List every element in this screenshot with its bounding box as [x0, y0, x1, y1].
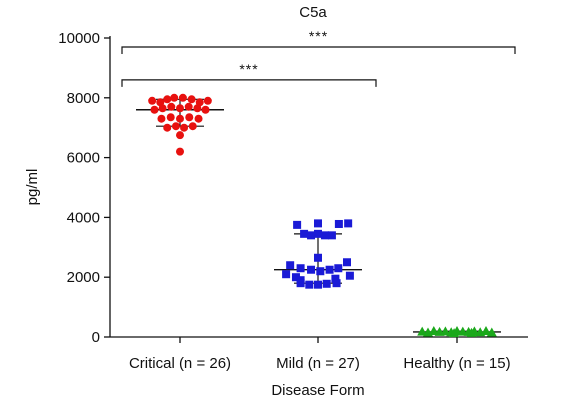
mild-point: [314, 253, 322, 262]
critical-point: [187, 95, 196, 104]
significance-label: ***: [309, 28, 328, 44]
critical-point: [203, 96, 212, 105]
critical-point: [158, 104, 167, 113]
mild-point: [331, 274, 340, 283]
mild-point: [334, 264, 343, 273]
mild-point: [314, 219, 322, 228]
critical-point: [194, 114, 203, 123]
significance-bracket: [121, 79, 377, 87]
significance-label: ***: [239, 61, 258, 77]
critical-point: [157, 114, 166, 123]
critical-point: [201, 105, 210, 114]
median-iqr-bars: [136, 98, 501, 334]
critical-point: [180, 123, 189, 132]
chart-title: C5a: [299, 4, 327, 21]
x-axis-title: Disease Form: [271, 382, 364, 399]
critical-point: [178, 93, 187, 102]
critical-point: [176, 104, 184, 113]
mild-point: [344, 219, 353, 228]
healthy-point: [440, 326, 451, 336]
healthy-point: [428, 326, 439, 336]
mild-point: [282, 270, 291, 279]
critical-point: [193, 104, 202, 113]
critical-point: [166, 113, 175, 122]
critical-point: [150, 105, 159, 114]
mild-point: [334, 219, 343, 228]
critical-point: [185, 113, 194, 122]
y-tick-label: 4000: [67, 209, 100, 226]
critical-point: [184, 102, 193, 111]
mild-point: [345, 271, 354, 280]
mild-point: [293, 220, 302, 229]
mild-point: [300, 229, 309, 238]
critical-point: [176, 114, 184, 123]
mild-point: [332, 279, 341, 288]
x-tick-label: Healthy (n = 15): [403, 355, 510, 372]
y-tick-label: 2000: [67, 269, 100, 286]
critical-point: [176, 147, 184, 156]
y-axis-title: pg/ml: [24, 169, 41, 206]
critical-point: [176, 131, 184, 140]
critical-point: [163, 95, 172, 104]
healthy-point: [449, 328, 460, 338]
healthy-point: [481, 326, 491, 336]
y-tick-label: 6000: [67, 150, 100, 167]
x-tick-label: Mild (n = 27): [276, 355, 360, 372]
critical-point: [188, 122, 197, 131]
critical-point: [163, 123, 172, 132]
mild-point: [307, 265, 316, 274]
mild-point: [327, 231, 336, 240]
y-tick-label: 0: [92, 329, 100, 346]
mild-point: [286, 261, 295, 270]
mild-point: [314, 280, 322, 289]
healthy-point: [466, 327, 477, 337]
healthy-point: [417, 326, 428, 336]
mild-point: [316, 267, 325, 276]
critical-point: [167, 102, 176, 111]
mild-point: [305, 280, 314, 289]
mild-point: [291, 273, 300, 282]
healthy-point: [486, 327, 497, 337]
critical-point: [171, 122, 180, 131]
axes: 0 2000 4000 6000 8000 10000 Critical (n = 26) M…: [58, 30, 528, 372]
mild-point: [343, 258, 351, 267]
mild-point: [307, 231, 316, 240]
mild-point: [296, 264, 305, 273]
mild-point: [322, 279, 331, 288]
mild-point: [320, 231, 329, 240]
critical-point: [148, 96, 157, 105]
y-tick-label: 8000: [67, 90, 100, 107]
mild-point: [314, 229, 322, 238]
x-tick-label: Critical (n = 26): [129, 355, 231, 372]
mild-point: [325, 265, 334, 274]
critical-point: [170, 93, 179, 102]
significance-brackets: *** ***: [121, 28, 516, 87]
data-points: [148, 93, 497, 338]
significance-bracket: [121, 46, 516, 54]
y-tick-label: 10000: [58, 30, 100, 47]
mild-point: [296, 279, 305, 288]
